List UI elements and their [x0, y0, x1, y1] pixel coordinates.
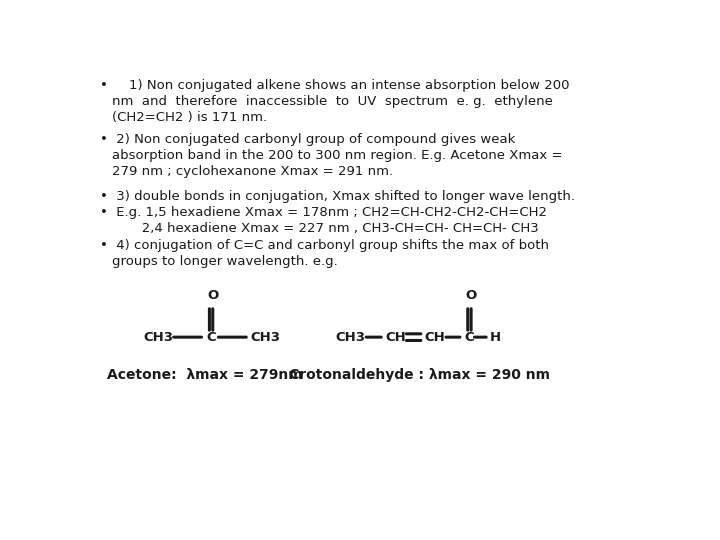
- Text: 2) Non conjugated carbonyl group of compound gives weak: 2) Non conjugated carbonyl group of comp…: [112, 133, 516, 146]
- Text: Acetone:  λmax = 279nm: Acetone: λmax = 279nm: [107, 368, 302, 382]
- Text: CH: CH: [425, 330, 446, 343]
- Text: nm  and  therefore  inaccessible  to  UV  spectrum  e. g.  ethylene: nm and therefore inaccessible to UV spec…: [112, 95, 553, 108]
- Text: 1) Non conjugated alkene shows an intense absorption below 200: 1) Non conjugated alkene shows an intens…: [112, 79, 570, 92]
- Text: •: •: [100, 206, 108, 219]
- Text: 279 nm ; cyclohexanone Xmax = 291 nm.: 279 nm ; cyclohexanone Xmax = 291 nm.: [112, 165, 393, 178]
- Text: 4) conjugation of C=C and carbonyl group shifts the max of both: 4) conjugation of C=C and carbonyl group…: [112, 239, 549, 252]
- Text: •: •: [100, 239, 108, 252]
- Text: C: C: [464, 330, 474, 343]
- Text: (CH2=CH2 ) is 171 nm.: (CH2=CH2 ) is 171 nm.: [112, 111, 267, 124]
- Text: C: C: [206, 330, 216, 343]
- Text: 2,4 hexadiene Xmax = 227 nm , CH3-CH=CH- CH=CH- CH3: 2,4 hexadiene Xmax = 227 nm , CH3-CH=CH-…: [112, 222, 539, 235]
- Text: groups to longer wavelength. e.g.: groups to longer wavelength. e.g.: [112, 255, 338, 268]
- Text: absorption band in the 200 to 300 nm region. E.g. Acetone Xmax =: absorption band in the 200 to 300 nm reg…: [112, 149, 563, 162]
- Text: O: O: [466, 289, 477, 302]
- Text: O: O: [207, 289, 218, 302]
- Text: CH3: CH3: [336, 330, 366, 343]
- Text: H: H: [490, 330, 501, 343]
- Text: •: •: [100, 133, 108, 146]
- Text: E.g. 1,5 hexadiene Xmax = 178nm ; CH2=CH-CH2-CH2-CH=CH2: E.g. 1,5 hexadiene Xmax = 178nm ; CH2=CH…: [112, 206, 547, 219]
- Text: CH: CH: [385, 330, 406, 343]
- Text: •: •: [100, 79, 108, 92]
- Text: CH3: CH3: [143, 330, 173, 343]
- Text: •: •: [100, 190, 108, 202]
- Text: Crotonaldehyde : λmax = 290 nm: Crotonaldehyde : λmax = 290 nm: [289, 368, 550, 382]
- Text: CH3: CH3: [250, 330, 280, 343]
- Text: 3) double bonds in conjugation, Xmax shifted to longer wave length.: 3) double bonds in conjugation, Xmax shi…: [112, 190, 575, 202]
